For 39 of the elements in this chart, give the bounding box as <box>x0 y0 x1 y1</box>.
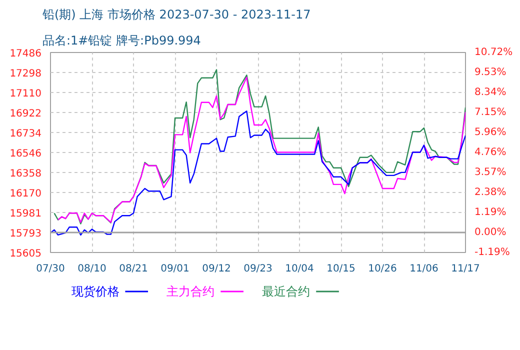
y2-tick-label: 3.57% <box>474 167 506 178</box>
y-tick-label: 16170 <box>10 188 42 200</box>
y-tick-label: 16358 <box>10 168 42 180</box>
x-tick-label: 09/23 <box>244 264 272 274</box>
y-tick-label: 17486 <box>10 48 42 60</box>
y2-tick-label: 10.72% <box>474 47 513 58</box>
y2-tick-label: 4.76% <box>474 147 506 158</box>
y2-tick-label: 8.34% <box>474 86 506 98</box>
y-tick-label: 15981 <box>10 208 42 220</box>
y2-tick-label: 7.15% <box>474 106 506 118</box>
y2-tick-label: 0.00% <box>474 227 506 238</box>
legend-label: 主力合约 <box>166 284 215 298</box>
x-tick-label: 10/26 <box>368 264 397 274</box>
y2-tick-label: -1.19% <box>474 247 510 258</box>
y2-tick-label: 1.19% <box>474 207 506 218</box>
chart-subtitle: 品名:1#铅锭 牌号:Pb99.994 <box>42 34 201 48</box>
x-tick-label: 10/15 <box>326 264 356 274</box>
x-tick-label: 11/17 <box>451 264 480 274</box>
x-tick-label: 09/01 <box>160 264 190 274</box>
y-tick-label: 17298 <box>10 68 42 80</box>
y2-tick-label: 9.53% <box>474 66 506 78</box>
y-tick-label: 16922 <box>10 108 42 120</box>
legend-label: 现货价格 <box>71 284 120 298</box>
x-tick-label: 07/30 <box>36 264 65 274</box>
x-tick-label: 08/10 <box>78 264 106 274</box>
y-tick-label: 16546 <box>10 148 42 160</box>
y2-tick-label: 5.96% <box>474 126 506 138</box>
y2-tick-label: 2.38% <box>474 187 506 198</box>
y-tick-label: 15605 <box>10 248 42 260</box>
x-tick-label: 09/12 <box>202 264 231 274</box>
x-tick-label: 08/21 <box>119 264 148 274</box>
line-series <box>50 110 466 236</box>
chart-title: 铅(期) 上海 市场价格 2023-07-30 - 2023-11-17 <box>42 8 311 22</box>
x-tick-label: 11/06 <box>410 264 438 274</box>
x-tick-label: 10/04 <box>285 264 314 274</box>
y-tick-label: 17110 <box>10 88 42 100</box>
y-tick-label: 15793 <box>10 228 42 240</box>
legend-label: 最近合约 <box>262 284 310 298</box>
y-tick-label: 16734 <box>10 128 42 140</box>
